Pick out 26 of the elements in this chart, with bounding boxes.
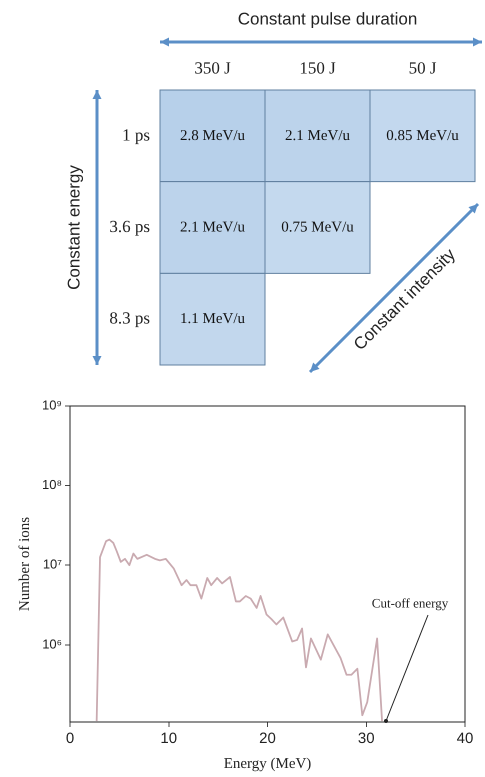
x-tick-label: 0	[66, 730, 74, 748]
data-label: 1.1 MeV/u	[180, 311, 246, 328]
y-tick-label: 10⁷	[42, 556, 62, 572]
x-tick-label: 20	[259, 730, 276, 748]
x-tick-label: 10	[160, 730, 178, 748]
data-label: 0.75 MeV/u	[281, 219, 354, 236]
data-label: 2.1 MeV/u	[180, 219, 246, 236]
x-tick-label: 30	[358, 730, 375, 748]
annotation: Cut-off energy	[372, 595, 449, 610]
x-axis-title: Energy (MeV)	[224, 756, 312, 772]
text: Constant pulse duration	[238, 10, 418, 29]
x-tick-label: 350 J	[194, 58, 232, 78]
x-tick-label: 50 J	[408, 58, 437, 78]
data-label: 0.85 MeV/u	[386, 128, 460, 144]
data-label: 2.8 MeV/u	[180, 128, 246, 144]
y-tick-label: 1 ps	[122, 125, 150, 144]
data-label: 2.1 MeV/u	[285, 128, 350, 144]
y-tick-label: 10⁹	[42, 398, 62, 413]
x-tick-label: 40	[456, 730, 474, 748]
x-tick-label: 150 J	[299, 58, 336, 78]
text: Constant energy	[64, 164, 84, 290]
y-axis-title: Number of ions	[16, 516, 33, 612]
y-tick-label: 10⁶	[42, 636, 62, 652]
y-tick-label: 8.3 ps	[109, 308, 150, 328]
y-tick-label: 10⁸	[42, 477, 62, 492]
y-tick-label: 3.6 ps	[109, 216, 150, 236]
